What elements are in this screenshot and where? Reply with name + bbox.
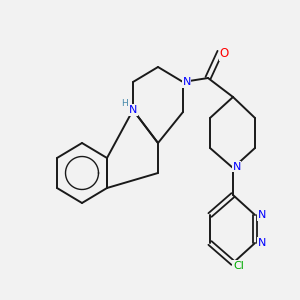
Text: N: N: [257, 238, 266, 248]
Text: O: O: [220, 47, 229, 60]
Text: N: N: [257, 210, 266, 220]
Text: H: H: [121, 99, 128, 108]
Text: N: N: [232, 161, 241, 172]
Text: N: N: [182, 77, 191, 87]
Text: N: N: [129, 105, 137, 115]
Text: Cl: Cl: [233, 261, 244, 271]
